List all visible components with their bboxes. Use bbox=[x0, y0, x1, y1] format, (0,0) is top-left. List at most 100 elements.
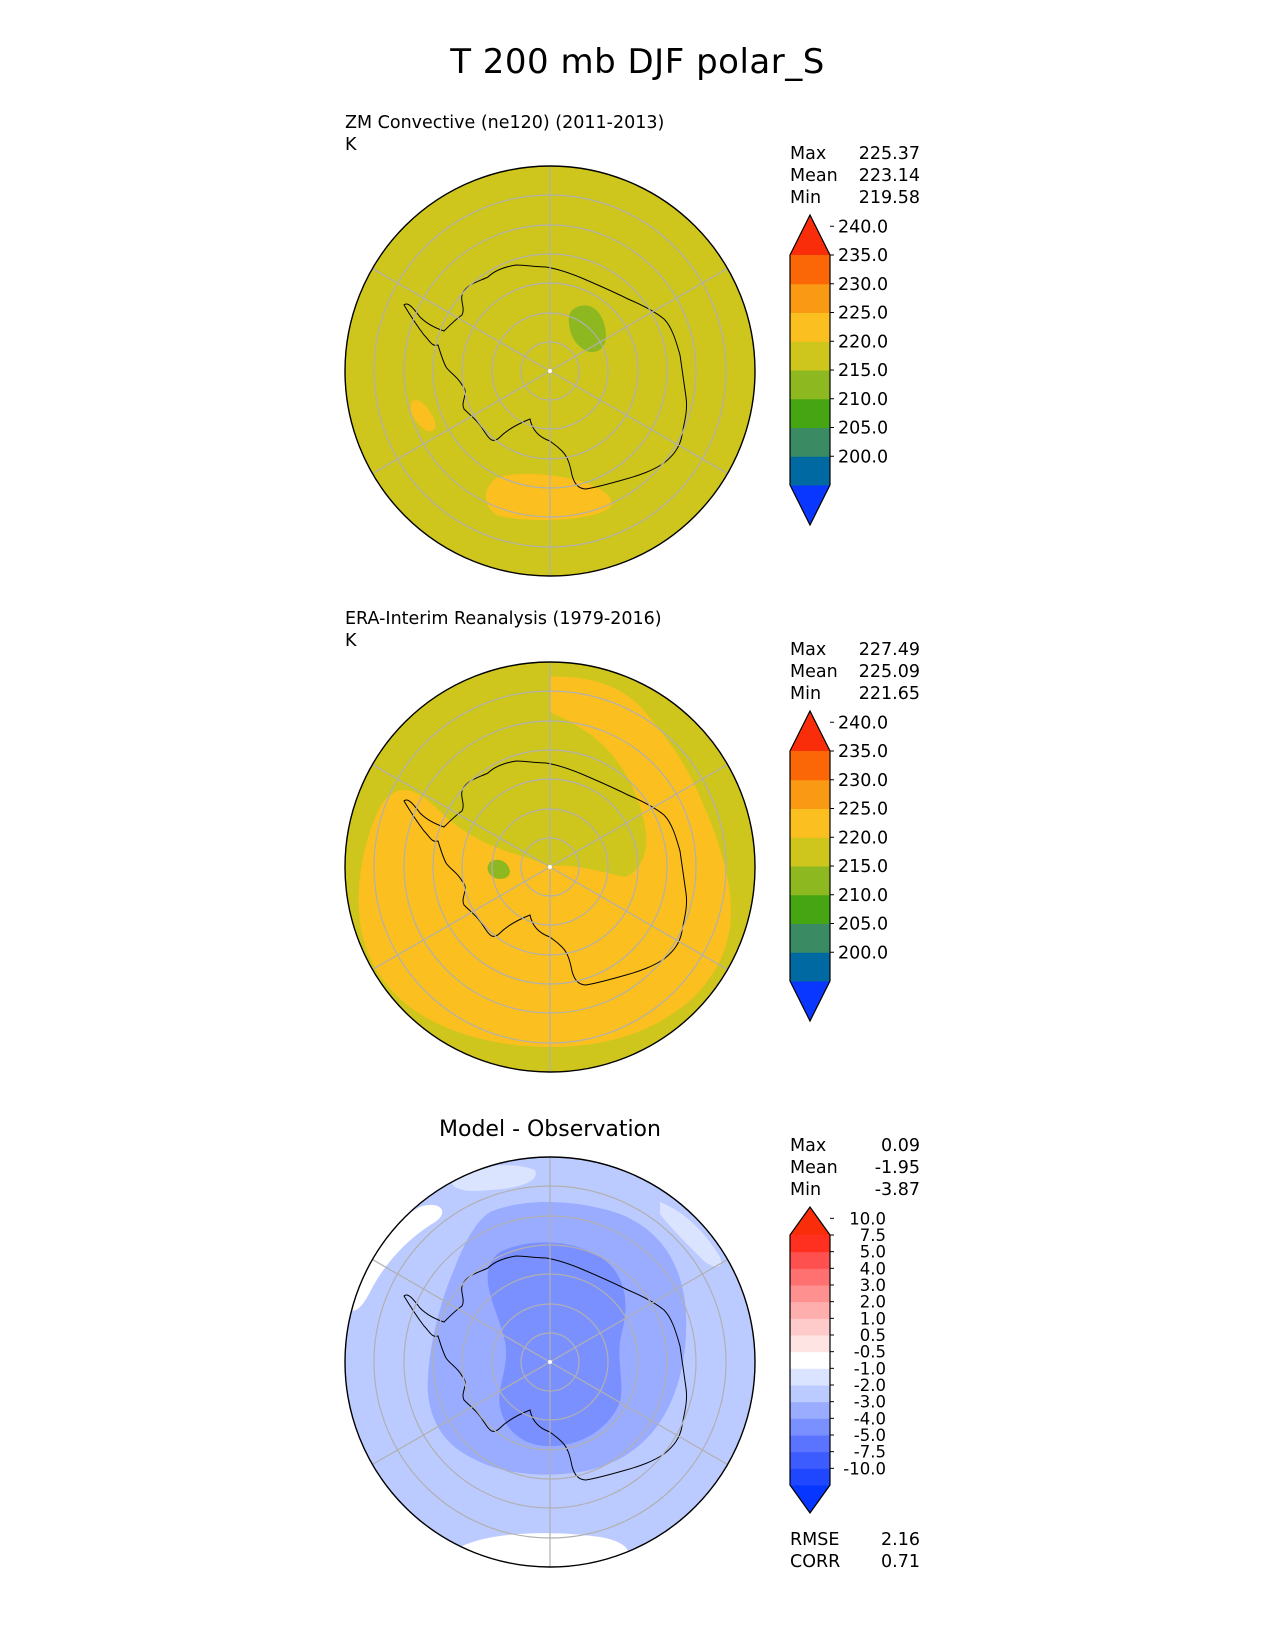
colorbar-tick-label-12: 4.0 bbox=[860, 1259, 886, 1278]
field-region-0 bbox=[568, 305, 606, 353]
meridian-300 bbox=[372, 1258, 551, 1363]
panel-1-units: K bbox=[345, 135, 357, 155]
colorbar-tick-label-7: 235.0 bbox=[838, 246, 888, 266]
colorbar-tick-label-4: 220.0 bbox=[838, 828, 888, 848]
stat-row-max: Max 227.49 bbox=[790, 640, 920, 660]
colorbar-bin-3 bbox=[790, 370, 830, 400]
colorbar-tick-label-8: 240.0 bbox=[838, 217, 888, 237]
colorbar-outline bbox=[789, 213, 831, 527]
colorbar-bin-2 bbox=[790, 398, 830, 428]
stat-row-max: Max 225.37 bbox=[790, 144, 920, 164]
meridian-60 bbox=[549, 1258, 728, 1363]
panel-2-title: ERA-Interim Reanalysis (1979-2016) K bbox=[345, 608, 662, 652]
field-region-5 bbox=[487, 1242, 626, 1447]
colorbar-tick-label-1: 205.0 bbox=[838, 915, 888, 935]
colorbar-tick-label-9: 1.0 bbox=[860, 1309, 886, 1328]
colorbar-tick-label-2: 210.0 bbox=[838, 390, 888, 410]
colorbar-extend-high bbox=[790, 1207, 830, 1235]
colorbar-bin-7 bbox=[790, 1351, 830, 1369]
field-region-3 bbox=[660, 1202, 722, 1267]
colorbar-bin-3 bbox=[790, 866, 830, 896]
stat-row-min: Min 221.65 bbox=[790, 684, 920, 704]
panel-2-title-text: ERA-Interim Reanalysis (1979-2016) bbox=[345, 609, 662, 629]
panel-2-colorbar: 200.0 205.0 210.0 215.0 220.0 225.0 230.0 235.0… bbox=[789, 709, 888, 1023]
colorbar-bin-7 bbox=[790, 751, 830, 781]
stat-row-min: Min 219.58 bbox=[790, 188, 920, 208]
field-region-2 bbox=[460, 1533, 629, 1567]
colorbar-tick-label-15: 10.0 bbox=[849, 1209, 886, 1228]
meridian-240 bbox=[372, 370, 551, 475]
colorbar-bin-10 bbox=[790, 1301, 830, 1319]
colorbar-bin-4 bbox=[790, 1401, 830, 1419]
map-boundary bbox=[344, 165, 756, 577]
meridian-60 bbox=[549, 763, 728, 868]
map-boundary bbox=[344, 1156, 756, 1568]
field-region-0 bbox=[345, 1204, 443, 1311]
stat-row-max: Max 0.09 bbox=[790, 1136, 920, 1156]
colorbar-tick-label-14: 7.5 bbox=[860, 1226, 886, 1245]
panel-1-title-text: ZM Convective (ne120) (2011-2013) bbox=[345, 113, 665, 133]
colorbar-extend-low bbox=[790, 485, 830, 525]
panel-2-polar-map bbox=[344, 661, 756, 1073]
colorbar-bin-0 bbox=[790, 952, 830, 982]
colorbar-extend-high bbox=[790, 215, 830, 255]
colorbar-tick-label-6: 230.0 bbox=[838, 771, 888, 791]
colorbar-tick-label-11: 3.0 bbox=[860, 1276, 886, 1295]
colorbar-bin-1 bbox=[790, 923, 830, 953]
colorbar-tick-label-5: -2.0 bbox=[854, 1376, 886, 1395]
meridian-60 bbox=[549, 267, 728, 372]
colorbar-bin-6 bbox=[790, 779, 830, 809]
colorbar-tick-label-6: 230.0 bbox=[838, 275, 888, 295]
colorbar-tick-label-3: 215.0 bbox=[838, 361, 888, 381]
colorbar-bin-8 bbox=[790, 1335, 830, 1353]
pole-marker bbox=[548, 369, 552, 373]
meridian-120 bbox=[549, 1361, 728, 1466]
panel-1-colorbar: 200.0 205.0 210.0 215.0 220.0 225.0 230.0 235.0… bbox=[789, 213, 888, 527]
pole-marker bbox=[548, 1360, 552, 1364]
colorbar-bin-2 bbox=[790, 894, 830, 924]
colorbar-bin-14 bbox=[790, 1235, 830, 1253]
colorbar-bin-0 bbox=[790, 1468, 830, 1486]
colorbar-bin-7 bbox=[790, 255, 830, 285]
colorbar-tick-label-1: 205.0 bbox=[838, 419, 888, 439]
map-field bbox=[345, 166, 755, 576]
colorbar-tick-label-0: 200.0 bbox=[838, 447, 888, 467]
colorbar-tick-label-1: -7.5 bbox=[854, 1443, 886, 1462]
field-region-1 bbox=[487, 859, 510, 879]
meridian-120 bbox=[549, 866, 728, 971]
colorbar-tick-label-8: 240.0 bbox=[838, 713, 888, 733]
colorbar-tick-label-2: 210.0 bbox=[838, 886, 888, 906]
panel-2-stats: Max 227.49 Mean 225.09 Min 221.65 bbox=[790, 639, 920, 705]
colorbar-tick-label-4: -3.0 bbox=[854, 1393, 886, 1412]
colorbar-tick-label-10: 2.0 bbox=[860, 1293, 886, 1312]
colorbar-tick-label-2: -5.0 bbox=[854, 1426, 886, 1445]
colorbar-bin-0 bbox=[790, 456, 830, 486]
colorbar-bin-1 bbox=[790, 427, 830, 457]
figure-title: T 200 mb DJF polar_S bbox=[450, 42, 825, 82]
map-field bbox=[345, 1157, 755, 1567]
meridian-240 bbox=[372, 866, 551, 971]
colorbar-tick-label-3: 215.0 bbox=[838, 857, 888, 877]
colorbar-bin-2 bbox=[790, 1435, 830, 1453]
colorbar-bin-1 bbox=[790, 1451, 830, 1469]
colorbar-bin-5 bbox=[790, 312, 830, 342]
colorbar-extend-high bbox=[790, 711, 830, 751]
colorbar-tick-label-0: -10.0 bbox=[843, 1459, 886, 1478]
field-region-1 bbox=[410, 400, 436, 432]
colorbar-bin-6 bbox=[790, 1368, 830, 1386]
panel-3-title: Model - Observation bbox=[439, 1117, 661, 1142]
colorbar-bin-12 bbox=[790, 1268, 830, 1286]
metric-row-rmse: RMSE 2.16 bbox=[790, 1530, 920, 1550]
stat-row-mean: Mean -1.95 bbox=[790, 1158, 920, 1178]
colorbar-outline bbox=[789, 709, 831, 1023]
meridian-120 bbox=[549, 370, 728, 475]
colorbar-outline bbox=[789, 1205, 831, 1515]
stat-row-min: Min -3.87 bbox=[790, 1180, 920, 1200]
colorbar-bin-11 bbox=[790, 1285, 830, 1303]
panel-3-colorbar: -10.0-7.5-5.0-4.0-3.0-2.0-1.0-0.50.51.02… bbox=[789, 1205, 886, 1515]
meridian-300 bbox=[372, 267, 551, 372]
panel-1-title: ZM Convective (ne120) (2011-2013) K bbox=[345, 112, 664, 156]
colorbar-tick-label-5: 225.0 bbox=[838, 304, 888, 324]
panel-2-units: K bbox=[345, 631, 357, 651]
colorbar-bin-4 bbox=[790, 837, 830, 867]
